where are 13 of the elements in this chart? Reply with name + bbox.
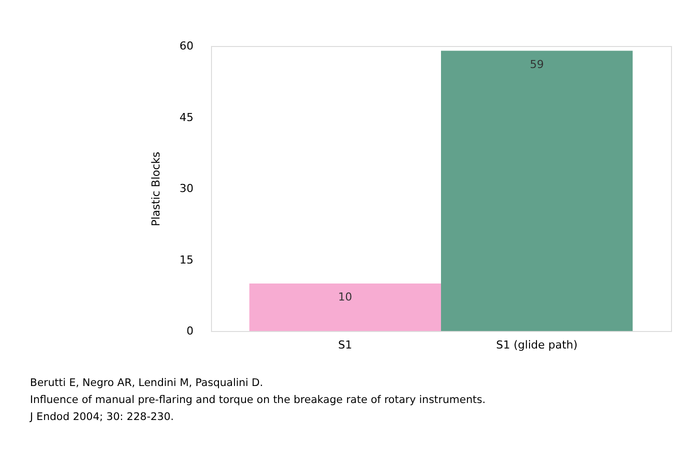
y-tick-label: 45 [180, 110, 194, 124]
text: Influence of manual pre-flaring and torque on the breakage rate of rotary instruments. [30, 394, 486, 406]
y-tick-label: 0 [186, 324, 194, 338]
text: J Endod 2004; 30: 228-230. [29, 411, 174, 423]
y-tick-label: 15 [180, 253, 194, 266]
x-tick-label: S1 (glide path) [496, 338, 578, 352]
data-label: 59 [530, 58, 544, 71]
data-label: 10 [338, 290, 352, 304]
y-tick-label: 30 [180, 182, 194, 195]
y-axis-title: Plastic Blocks [150, 151, 163, 226]
y-tick-label: 60 [180, 40, 194, 52]
text: Berutti E, Negro AR, Lendini M, Pasqualini D. [30, 377, 264, 389]
x-tick-label: S1 [338, 338, 352, 352]
